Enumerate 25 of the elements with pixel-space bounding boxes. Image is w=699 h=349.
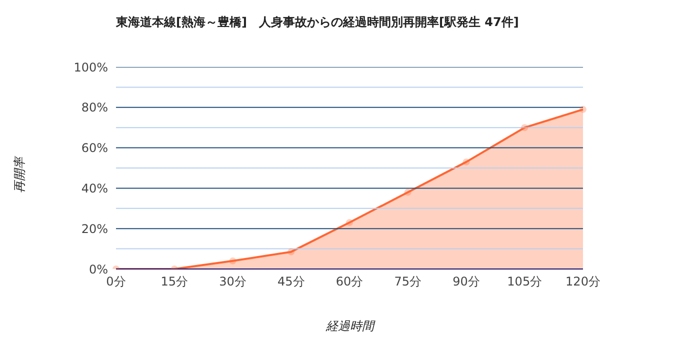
point [288,248,295,256]
y-tick-label: 100% [74,60,108,74]
chart-title: 東海道本線[熱海～豊橋] 人身事故からの経過時間別再開率[駅発生 47件] [116,14,519,31]
x-tick-label: 30分 [219,274,246,289]
x-tick-label: 15分 [160,274,188,289]
x-tick-label: 120分 [566,274,600,289]
y-tick-label: 80% [81,100,108,115]
x-tick-label: 105分 [507,274,542,289]
x-axis-title: 経過時間 [326,318,374,335]
x-tick-label: 60分 [336,274,364,289]
y-tick-label: 40% [81,181,108,196]
point [521,124,528,132]
y-tick-label: 0% [88,262,108,276]
y-tick-label: 20% [81,222,108,236]
point [346,219,353,226]
point [229,257,236,264]
point [462,158,470,166]
x-tick-label: 75分 [394,274,422,289]
point [580,106,586,113]
point [404,188,412,196]
x-tick-label: 45分 [277,274,305,289]
x-tick-label: 90分 [452,274,480,289]
y-axis-title: 再開率 [12,157,28,193]
y-tick-label: 60% [81,141,108,156]
x-tick-label: 0分 [106,274,126,289]
